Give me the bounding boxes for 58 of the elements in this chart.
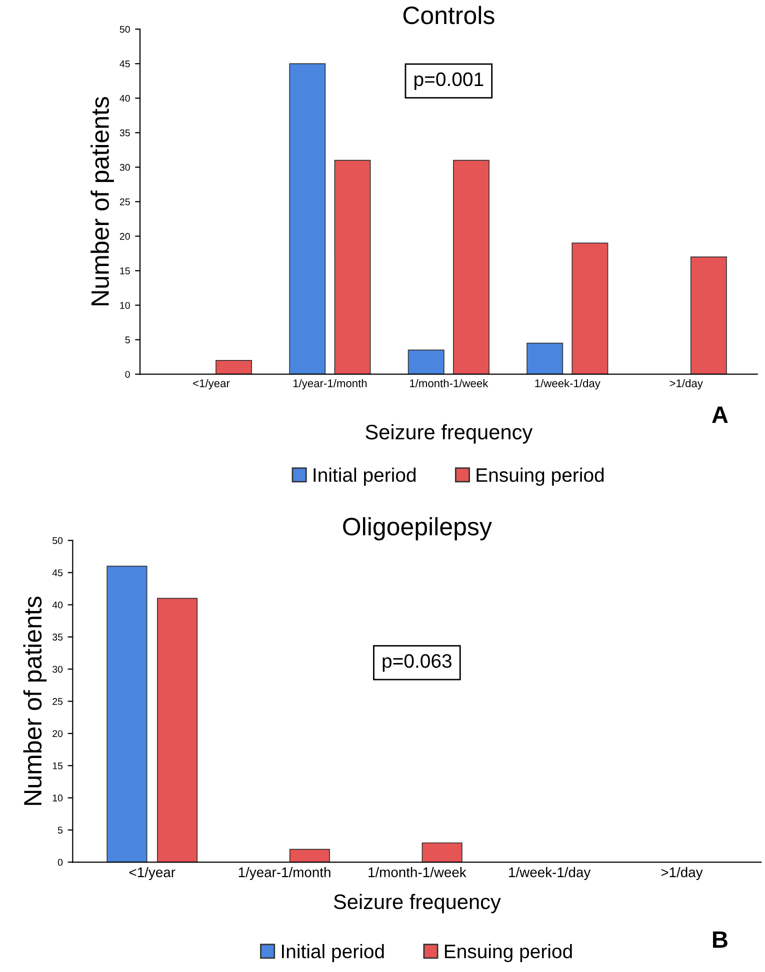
y-tick-label: 35: [120, 129, 130, 136]
bar: [572, 242, 608, 374]
legend-label: Ensuing period: [444, 944, 572, 962]
bar: [156, 598, 198, 862]
x-tick-label: 1/week-1/day: [509, 867, 591, 880]
y-tick-label: 20: [120, 232, 130, 240]
annotation: p=0.063: [382, 654, 452, 672]
x-axis-title: Seizure frequency: [366, 424, 533, 444]
x-axis-title: Seizure frequency: [334, 894, 501, 914]
y-tick-label: 10: [52, 794, 63, 802]
y-tick-label: 15: [120, 268, 130, 274]
x-tick-label: 1/week-1/day: [535, 379, 600, 390]
legend-label: Initial period: [282, 944, 384, 962]
y-tick-label: 25: [52, 698, 63, 705]
x-tick-label: 1/year-1/month: [238, 867, 330, 880]
bar: [453, 160, 490, 374]
y-tick-label: 15: [52, 762, 63, 770]
x-tick-label: <1/year: [129, 867, 176, 880]
text: A: [712, 406, 728, 423]
y-tick-label: 40: [52, 602, 63, 608]
y-tick-label: 50: [52, 537, 63, 544]
bar: [408, 350, 444, 374]
x-tick-label: <1/year: [193, 379, 230, 390]
x-tick-label: >1/day: [661, 867, 703, 880]
bar: [422, 842, 462, 862]
bar: [289, 848, 330, 862]
chart-title: Controls: [403, 6, 494, 24]
y-tick-label: 30: [120, 164, 130, 171]
y-tick-label: 20: [52, 730, 63, 738]
y-tick-label: 40: [120, 94, 130, 102]
bar: [106, 566, 148, 862]
y-axis-title: Number of patients: [90, 96, 114, 306]
x-tick-label: 1/month-1/week: [368, 867, 466, 878]
bar: [690, 256, 727, 374]
y-tick-label: 45: [52, 569, 63, 576]
y-tick-label: 25: [120, 198, 130, 206]
bar: [216, 360, 252, 374]
bar: [526, 342, 564, 374]
legend-label: Initial period: [314, 468, 416, 486]
y-tick-label: 35: [52, 634, 63, 641]
x-tick-label: 1/year-1/month: [293, 379, 367, 390]
y-tick-label: 0: [125, 370, 130, 378]
x-tick-label: >1/day: [670, 379, 703, 390]
text: B: [713, 931, 728, 948]
y-tick-label: 45: [120, 60, 130, 68]
y-tick-label: 50: [120, 26, 130, 33]
y-tick-label: 30: [52, 666, 63, 673]
bar: [334, 160, 371, 374]
annotation: p=0.001: [414, 72, 484, 90]
bar: [289, 63, 326, 374]
chart-title: Oligoepilepsy: [343, 517, 492, 540]
y-tick-label: 0: [58, 858, 63, 866]
legend-label: Ensuing period: [476, 468, 604, 486]
y-axis-title: Number of patients: [23, 596, 47, 805]
x-tick-label: 1/month-1/week: [410, 379, 488, 388]
y-tick-label: 10: [120, 302, 130, 309]
y-tick-label: 5: [125, 336, 130, 344]
y-tick-label: 5: [58, 826, 63, 834]
